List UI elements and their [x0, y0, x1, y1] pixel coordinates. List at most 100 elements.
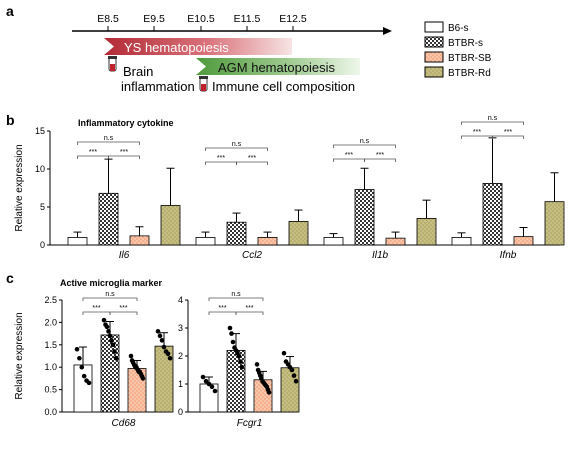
data-point — [140, 376, 146, 381]
legend: B6-s BTBR-s BTBR-SB BTBR-Rd — [424, 21, 492, 79]
chart-title: Active microglia marker — [60, 278, 163, 288]
data-point — [200, 374, 206, 380]
data-point — [209, 384, 215, 390]
significance-label: *** — [92, 305, 100, 312]
bar — [226, 221, 247, 246]
data-point — [155, 329, 161, 334]
x-category-label: Cd68 — [112, 418, 136, 429]
data-point — [293, 378, 299, 384]
blood-tube-icon — [199, 76, 208, 92]
y-tick-label: 10 — [35, 164, 45, 174]
agm-hematopoiesis-label: AGM hematopoiesis — [218, 60, 336, 75]
x-category-label: Il6 — [119, 250, 130, 261]
data-point — [81, 373, 87, 379]
data-point — [106, 329, 111, 334]
data-point — [227, 325, 233, 331]
data-point — [107, 333, 113, 339]
significance-label: *** — [504, 129, 512, 136]
fcgr1-chart: 0 1 2 3 4 n.s *** *** Fcgr1 — [178, 291, 300, 429]
bar — [100, 334, 120, 413]
significance-bracket — [364, 158, 396, 162]
bar — [544, 201, 565, 246]
data-point — [239, 364, 245, 370]
bar — [199, 383, 219, 413]
data-point — [167, 355, 173, 361]
y-tick-label: 0 — [40, 240, 45, 250]
y-tick-label: 0 — [178, 407, 183, 417]
cd68-chart: 0.0 0.5 1.0 1.5 2.0 2.5 Relative expression n.s… — [14, 291, 174, 429]
legend-label: BTBR-s — [448, 38, 483, 49]
significance-bracket — [205, 147, 268, 151]
legend-label: B6-s — [448, 23, 469, 34]
x-category-label: Ifnb — [500, 250, 517, 261]
significance-label: n.s — [232, 141, 242, 148]
data-point — [254, 362, 260, 367]
data-point — [79, 364, 85, 370]
data-point — [112, 349, 117, 354]
bar — [482, 183, 503, 246]
significance-label: *** — [89, 149, 97, 156]
stage-label: E9.5 — [143, 13, 165, 25]
bar — [160, 205, 181, 246]
significance-bracket — [236, 161, 268, 165]
panel-label-a: a — [6, 3, 14, 19]
bar — [288, 221, 309, 246]
y-tick-label: 2.5 — [44, 295, 57, 305]
data-point — [289, 367, 295, 373]
data-point — [212, 388, 218, 394]
significance-label: n.s — [104, 135, 114, 142]
significance-label: n.s — [360, 138, 370, 145]
significance-bracket — [109, 311, 138, 315]
significance-bracket — [208, 297, 264, 301]
significance-label: n.s — [231, 291, 241, 298]
immune-cell-label: Immune cell composition — [212, 79, 355, 94]
significance-bracket — [461, 121, 524, 125]
significance-label: *** — [376, 152, 384, 159]
timeline-stage: E9.5 — [143, 13, 165, 31]
y-axis-label: Relative expression — [14, 312, 25, 399]
timeline-arrowhead — [383, 27, 392, 35]
ys-hematopoiesis-arrow — [104, 38, 292, 55]
significance-label: n.s — [488, 115, 498, 122]
bar — [451, 236, 472, 246]
timeline-stage: E11.5 — [234, 13, 261, 31]
data-point — [230, 339, 236, 345]
significance-bracket — [333, 144, 396, 148]
significance-label: *** — [217, 155, 225, 162]
significance-bracket — [205, 161, 237, 165]
bar — [226, 349, 246, 413]
data-point — [110, 342, 116, 348]
stage-label: E11.5 — [234, 13, 261, 25]
y-tick-label: 5 — [40, 202, 45, 212]
bar — [354, 189, 375, 246]
significance-bracket — [461, 135, 493, 139]
significance-label: *** — [345, 152, 353, 159]
y-tick-label: 15 — [35, 126, 45, 136]
data-point — [159, 338, 165, 343]
y-tick-label: 2.0 — [44, 317, 57, 327]
data-point — [161, 344, 167, 350]
significance-label: *** — [120, 149, 128, 156]
significance-label: n.s — [105, 291, 115, 298]
significance-bracket — [235, 311, 264, 315]
significance-bracket — [108, 155, 140, 159]
chart-title: Inflammatory cytokine — [78, 118, 174, 128]
brain-inflammation-label: inflammation — [121, 79, 195, 94]
cytokine-chart: 0 5 10 15 Relative expression n.s *** *** Il6 n.s… — [14, 115, 565, 261]
y-tick-label: 3 — [178, 323, 183, 333]
y-tick-label: 0.0 — [44, 407, 57, 417]
data-point — [157, 333, 163, 339]
significance-bracket — [492, 135, 524, 139]
bar — [73, 364, 93, 413]
significance-bracket — [77, 155, 109, 159]
panel-label-c: c — [6, 270, 14, 286]
data-point — [291, 373, 297, 378]
legend-swatch — [424, 21, 444, 33]
stage-label: E12.5 — [279, 13, 307, 25]
y-tick-label: 1.5 — [44, 340, 57, 350]
brain-inflammation-label: Brain — [123, 64, 153, 79]
significance-label: *** — [248, 155, 256, 162]
ys-hematopoiesis-label: YS hematopoiesis — [124, 40, 229, 55]
significance-label: *** — [218, 305, 226, 312]
